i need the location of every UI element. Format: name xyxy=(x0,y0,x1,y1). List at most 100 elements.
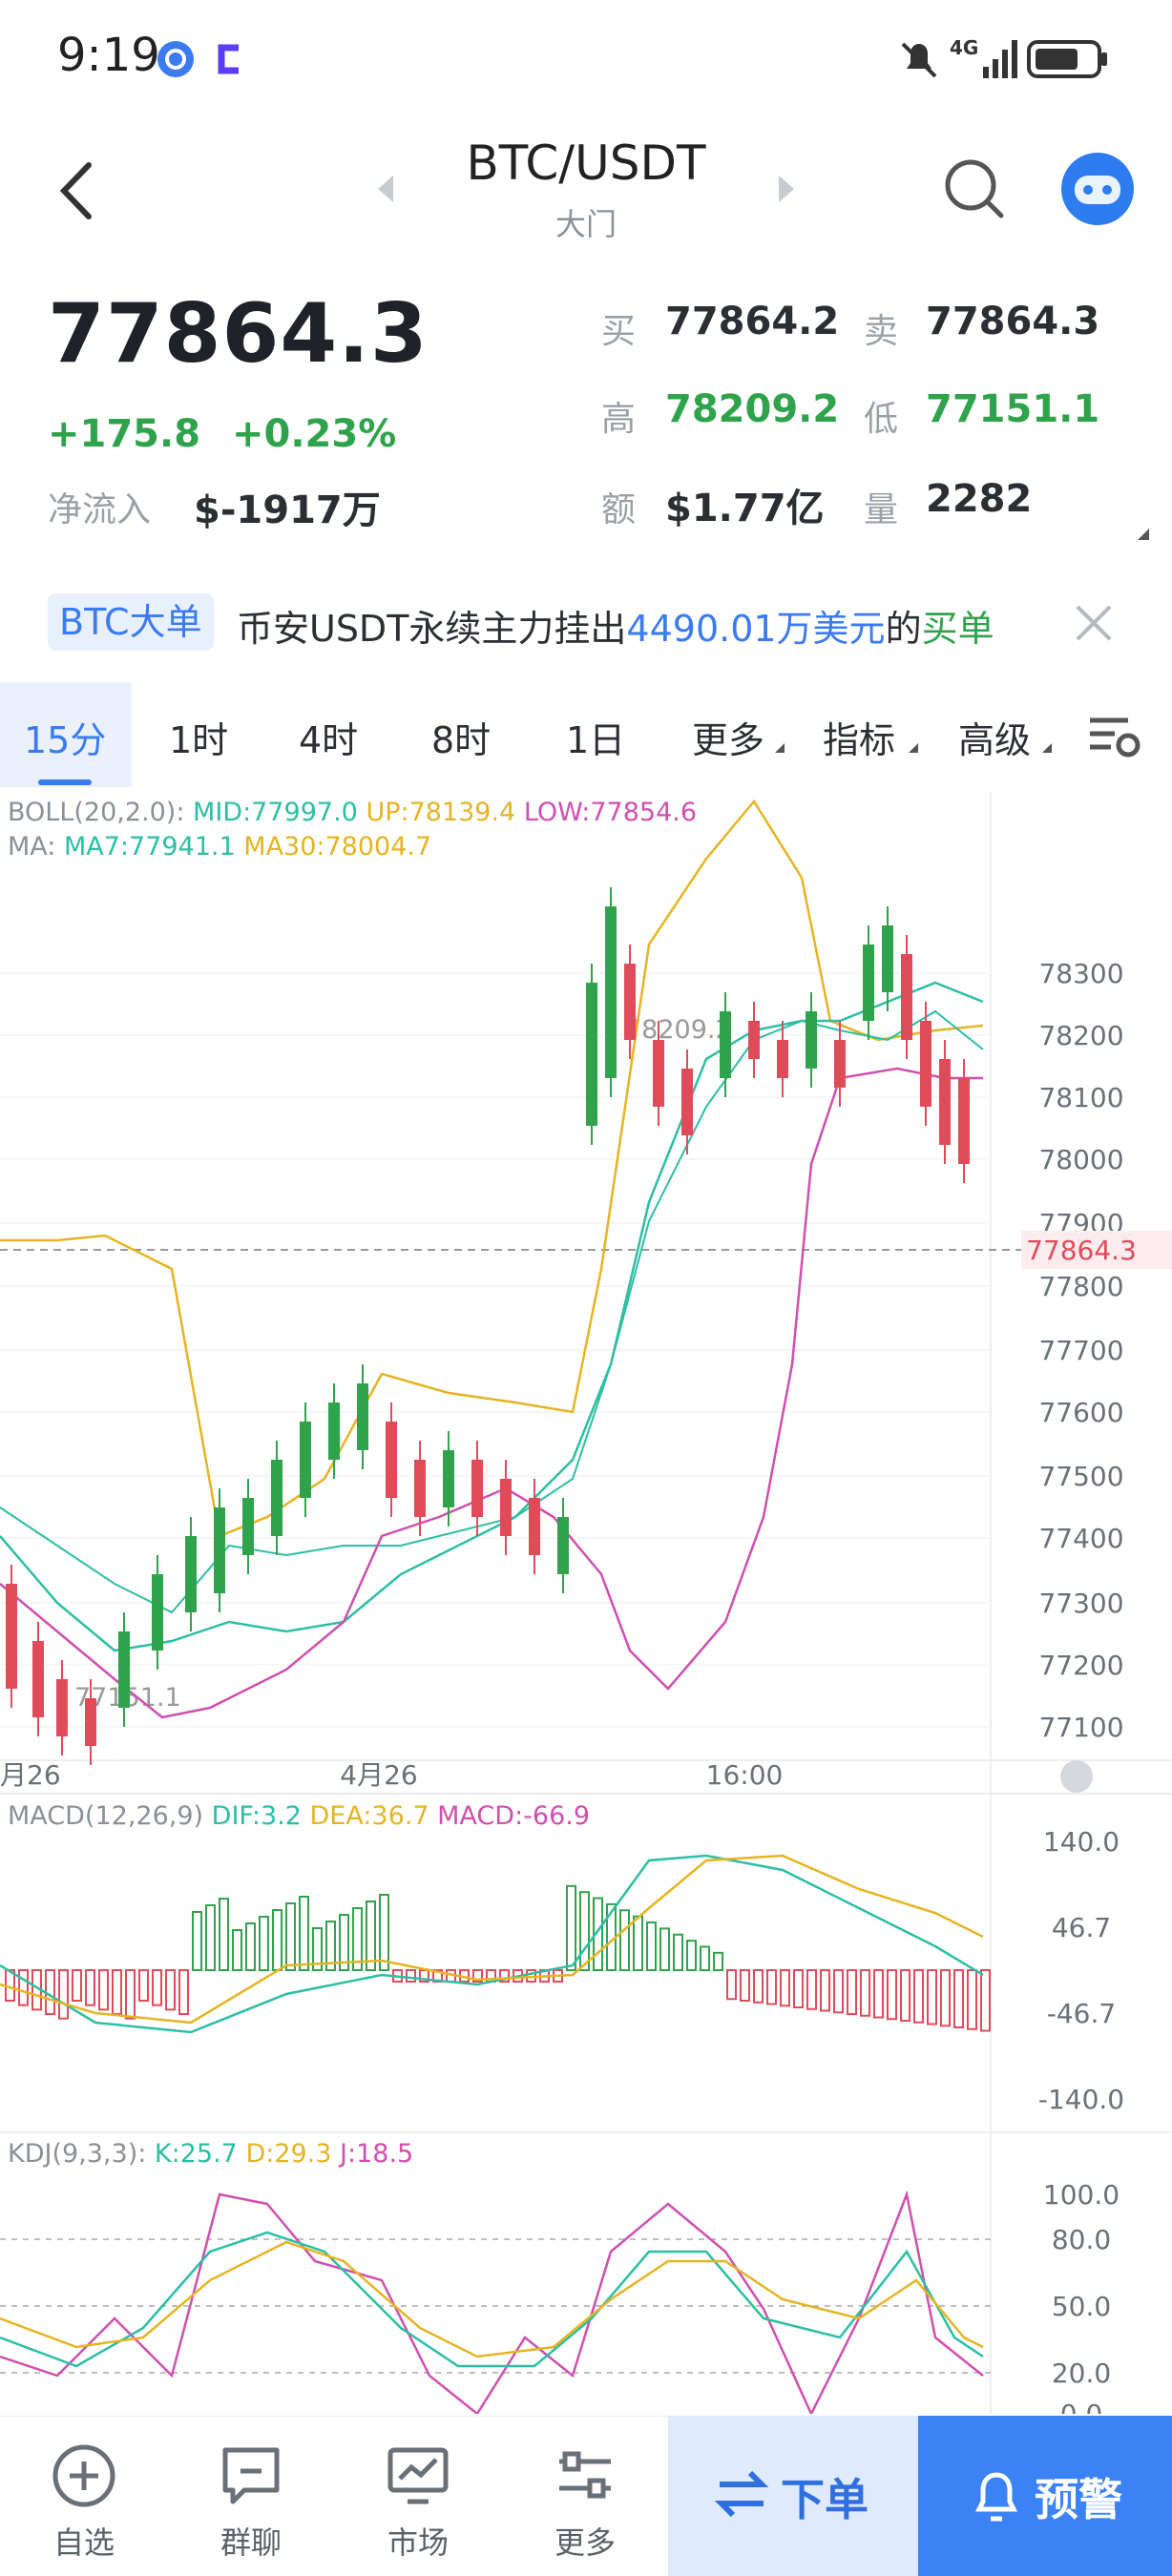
tab-1d[interactable]: 1日 xyxy=(566,719,626,761)
candle xyxy=(152,1574,163,1651)
candle xyxy=(214,1507,225,1593)
macd-axis-label: 140.0 xyxy=(1043,1826,1120,1858)
chart-settings-icon[interactable] xyxy=(1086,713,1143,762)
prev-pair-icon[interactable] xyxy=(374,170,399,208)
candle xyxy=(920,1021,931,1107)
price-change: +175.8 xyxy=(48,412,201,456)
kdj-axis-label: 100.0 xyxy=(1043,2179,1120,2211)
macd-bar xyxy=(927,1969,937,2025)
macd-bar xyxy=(566,1884,576,1972)
low-label: 低 xyxy=(864,400,899,439)
macd-bar xyxy=(205,1904,216,1971)
signal-icon xyxy=(983,40,1017,78)
back-icon[interactable] xyxy=(52,157,100,224)
volume-value: 2282 xyxy=(926,477,1033,521)
candle xyxy=(500,1479,512,1536)
macd-bar xyxy=(887,1969,897,2021)
macd-bar xyxy=(726,1969,737,2001)
nav-chat[interactable]: 群聊 xyxy=(194,2442,308,2563)
kdj-axis-label: 0.0 xyxy=(1060,2399,1103,2414)
candle xyxy=(56,1679,68,1736)
tab-15m[interactable]: 15分 xyxy=(24,719,107,761)
add-circle-icon xyxy=(52,2444,115,2507)
sell-label: 卖 xyxy=(864,312,899,351)
dropdown-corner-icon xyxy=(1042,743,1052,753)
macd-bar xyxy=(980,1969,991,2032)
boll-lower-line xyxy=(0,1067,983,1719)
buy-label: 买 xyxy=(601,312,637,351)
macd-bar xyxy=(820,1969,830,2012)
kline-chart[interactable]: 78300 78200 78100 78000 77900 77800 77700 77600… xyxy=(0,792,1172,2430)
tab-1h[interactable]: 1时 xyxy=(169,719,229,761)
tab-indicators[interactable]: 指标 xyxy=(823,719,896,761)
price-axis-label: 78200 xyxy=(1038,1020,1123,1051)
macd-bar xyxy=(740,1969,750,2002)
candle xyxy=(720,1011,731,1078)
boll-upper-line xyxy=(0,799,984,1538)
macd-bar xyxy=(593,1897,603,1971)
market-monitor-icon xyxy=(387,2447,449,2504)
close-icon[interactable] xyxy=(1074,603,1114,643)
sell-price: 77864.3 xyxy=(926,300,1100,343)
next-pair-icon[interactable] xyxy=(773,170,798,208)
macd-bar xyxy=(633,1915,643,1971)
nav-more[interactable]: 更多 xyxy=(528,2442,642,2563)
tab-4h[interactable]: 4时 xyxy=(299,719,359,761)
candle xyxy=(939,1059,951,1145)
macd-bar xyxy=(686,1940,697,1972)
alert-label: 预警 xyxy=(1035,2474,1122,2525)
candle xyxy=(118,1631,130,1708)
macd-dif-line xyxy=(0,1854,984,2034)
big-order-ticker[interactable]: BTC大单 币安USDT永续主力挂出4490.01万美元的买单 xyxy=(0,582,1172,668)
chart-canvas[interactable]: 7830078200781007800077900778007770077600… xyxy=(0,792,1172,2430)
macd-bar xyxy=(953,1969,964,2028)
candle xyxy=(882,925,893,992)
candle xyxy=(414,1460,426,1517)
network-type: 4G xyxy=(950,36,979,59)
pair-title[interactable]: BTC/USDT xyxy=(466,135,706,191)
alert-button[interactable]: 预警 xyxy=(918,2416,1172,2576)
boll-legend: BOLL(20,2.0): MID:77997.0 UP:78139.4 LOW… xyxy=(8,798,698,827)
search-icon[interactable] xyxy=(940,155,1009,223)
tab-advanced[interactable]: 高级 xyxy=(958,719,1032,761)
price-axis-label: 77400 xyxy=(1038,1523,1123,1554)
current-price-tag-bg xyxy=(1021,1231,1172,1269)
macd-dea-line xyxy=(0,1854,984,2025)
price-change-pct: +0.23% xyxy=(232,412,397,456)
ticker-tag: BTC大单 xyxy=(48,593,214,651)
order-button[interactable]: 下单 xyxy=(668,2416,918,2576)
candle xyxy=(300,1422,311,1498)
macd-bar xyxy=(312,1927,323,1971)
macd-bar xyxy=(232,1929,242,1971)
macd-bar xyxy=(339,1914,349,1971)
nav-watchlist-label: 自选 xyxy=(52,2524,115,2561)
timeframe-tabs: 15分 1时 4时 8时 1日 更多 指标 高级 xyxy=(0,682,1172,787)
high-price-marker: 78209.2 xyxy=(625,1015,732,1045)
macd-axis-label: -46.7 xyxy=(1047,1998,1116,2029)
vpn-icon xyxy=(157,41,194,77)
nav-market[interactable]: 市场 xyxy=(361,2442,475,2563)
boll-mid-line xyxy=(0,1009,984,1614)
macd-bar xyxy=(18,1969,29,2006)
nav-market-label: 市场 xyxy=(387,2524,449,2561)
active-tab-bg xyxy=(0,682,132,787)
macd-bar xyxy=(940,1969,951,2027)
macd-bar xyxy=(245,1922,256,1971)
nav-watchlist[interactable]: 自选 xyxy=(27,2442,141,2563)
nav-chat-label: 群聊 xyxy=(220,2524,282,2561)
macd-bar xyxy=(379,1894,389,1971)
ma-legend: MA: MA7:77941.1 MA30:78004.7 xyxy=(8,832,432,862)
macd-bar xyxy=(406,1969,416,1983)
candle xyxy=(357,1383,368,1450)
macd-bar xyxy=(833,1969,844,2014)
tab-more[interactable]: 更多 xyxy=(692,719,765,761)
robot-assistant-icon[interactable] xyxy=(1059,151,1136,227)
macd-bar xyxy=(366,1901,376,1971)
macd-bar xyxy=(900,1969,910,2022)
amount-value: $1.77亿 xyxy=(665,487,825,530)
expand-corner-icon[interactable] xyxy=(1136,527,1151,542)
price-axis-label: 77300 xyxy=(1038,1588,1123,1619)
amount-label: 额 xyxy=(601,490,637,530)
tab-8h[interactable]: 8时 xyxy=(431,719,492,761)
macd-bar xyxy=(352,1907,363,1971)
